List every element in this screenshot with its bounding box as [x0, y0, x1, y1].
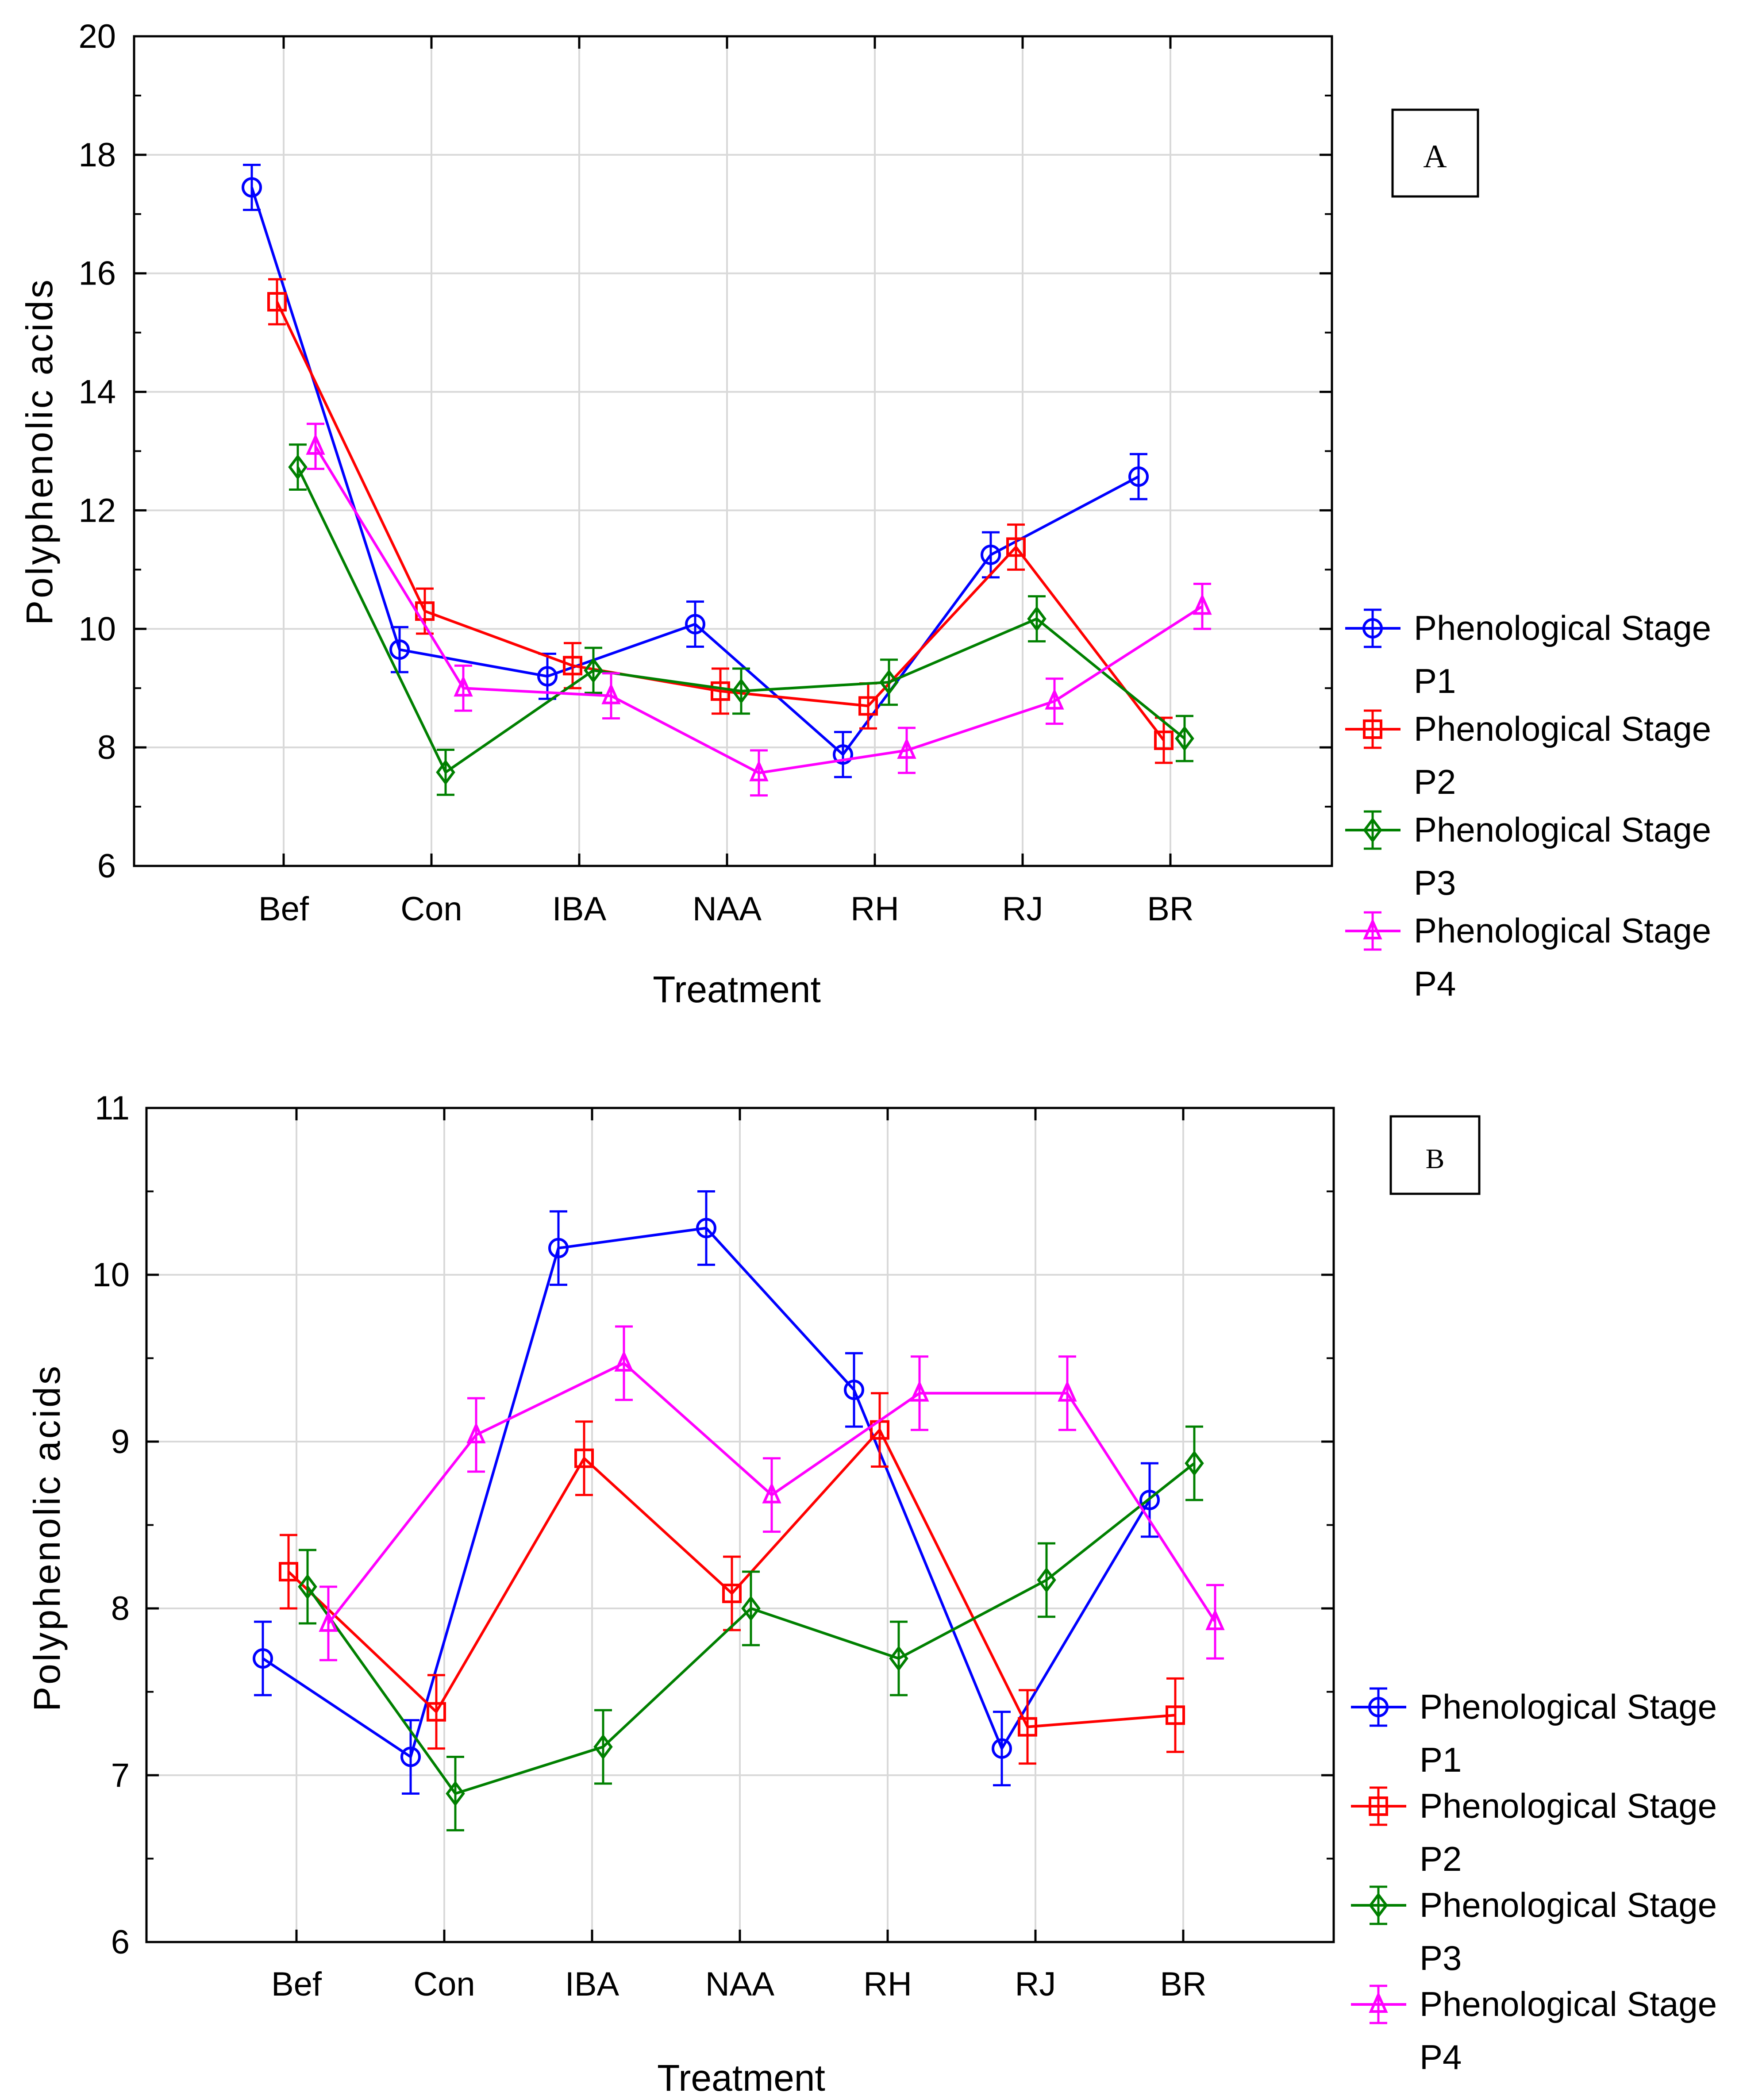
y-tick-label-8-a: 8	[97, 729, 116, 766]
y-axis-label-b: Polyphenolic acids	[26, 1364, 68, 1712]
series-group-b	[253, 1190, 1225, 1831]
legend-b: Phenological Stage P1 Phenological Stage P2…	[1351, 1687, 1717, 2077]
legend-label-p2-b: Phenological Stage	[1420, 1786, 1717, 1825]
x-tick-label-naa-b: NAA	[705, 1965, 775, 2003]
legend-sublabel-p1-a: P1	[1414, 662, 1456, 700]
x-tick-label-rh-b: RH	[863, 1965, 912, 2003]
x-tick-label-con-a: Con	[400, 890, 462, 928]
legend-sublabel-p3-b: P3	[1420, 1938, 1462, 1977]
x-tick-label-bef-a: Bef	[258, 890, 309, 928]
legend-a: Phenological Stage P1 Phenological Stage P2…	[1345, 608, 1711, 1003]
x-axis-label-b: Treatment	[657, 2057, 825, 2099]
series-p3-a	[288, 443, 1194, 796]
legend-sublabel-p1-b: P1	[1420, 1740, 1462, 1779]
gridlines-b	[146, 1108, 1334, 1942]
x-tick-label-rj-a: RJ	[1002, 890, 1043, 928]
x-tick-label-naa-a: NAA	[693, 890, 762, 928]
legend-label-p4-b: Phenological Stage	[1420, 1985, 1717, 2023]
legend-label-p4-a: Phenological Stage	[1414, 911, 1711, 950]
x-tick-label-br-b: BR	[1160, 1965, 1207, 2003]
series-p4-b	[319, 1325, 1225, 1662]
y-tick-label-6-a: 6	[97, 847, 116, 885]
panel-label-box-a: A	[1391, 108, 1479, 198]
legend-label-p3-b: Phenological Stage	[1420, 1885, 1717, 1924]
y-axis-label-a: Polyphenolic acids	[19, 277, 60, 625]
series-p4-a	[306, 423, 1212, 797]
chart-panel-b: Bef Con IBA NAA RH RJ BR 6 7 8 9 10 11 B Treatment P…	[26, 1089, 1717, 2099]
x-tick-label-rj-b: RJ	[1015, 1965, 1056, 2003]
legend-item-p4-b: Phenological Stage P4	[1351, 1985, 1717, 2077]
series-p2-a	[267, 278, 1174, 764]
y-tick-label-8-b: 8	[111, 1590, 130, 1627]
legend-item-p3-b: Phenological Stage P3	[1351, 1885, 1717, 1977]
y-tick-label-12-a: 12	[78, 492, 116, 529]
legend-sublabel-p2-b: P2	[1420, 1839, 1462, 1878]
x-tick-label-bef-b: Bef	[271, 1965, 322, 2003]
chart-panel-a: Bef Con IBA NAA RH RJ BR 6 8 10 12 14 16 18 20 A Treat…	[19, 18, 1711, 1010]
series-group-a	[242, 164, 1212, 797]
legend-item-p1-b: Phenological Stage P1	[1351, 1687, 1717, 1779]
x-tick-label-br-a: BR	[1147, 890, 1194, 928]
legend-label-p2-a: Phenological Stage	[1414, 709, 1711, 748]
series-p1-a	[242, 164, 1149, 778]
legend-item-p2-b: Phenological Stage P2	[1351, 1786, 1717, 1878]
x-tick-label-iba-a: IBA	[552, 890, 607, 928]
x-tick-label-con-b: Con	[413, 1965, 475, 2003]
plot-area-a	[133, 35, 1333, 867]
axis-ticks-b: Bef Con IBA NAA RH RJ BR 6 7 8 9 10 11	[92, 1089, 1334, 2003]
legend-item-p2-a: Phenological Stage P2	[1345, 709, 1711, 801]
axis-ticks-a: Bef Con IBA NAA RH RJ BR 6 8 10 12 14 16 18 20	[78, 18, 1332, 928]
legend-sublabel-p4-a: P4	[1414, 964, 1456, 1003]
series-p1-b	[253, 1190, 1160, 1795]
y-tick-label-16-a: 16	[78, 255, 116, 292]
legend-label-p3-a: Phenological Stage	[1414, 810, 1711, 849]
y-tick-label-10-b: 10	[92, 1256, 130, 1294]
y-tick-label-18-a: 18	[78, 136, 116, 174]
legend-item-p4-a: Phenological Stage P4	[1345, 911, 1711, 1003]
panel-label-b: B	[1426, 1143, 1445, 1174]
y-tick-label-9-b: 9	[111, 1423, 130, 1461]
y-tick-label-14-a: 14	[78, 373, 116, 411]
x-tick-label-iba-b: IBA	[565, 1965, 619, 2003]
y-tick-label-20-a: 20	[78, 18, 116, 55]
legend-sublabel-p2-a: P2	[1414, 762, 1456, 801]
legend-label-p1-a: Phenological Stage	[1414, 608, 1711, 647]
x-tick-label-rh-a: RH	[850, 890, 899, 928]
legend-label-p1-b: Phenological Stage	[1420, 1687, 1717, 1726]
legend-sublabel-p3-a: P3	[1414, 863, 1456, 902]
y-tick-label-6-b: 6	[111, 1923, 130, 1961]
panel-label-box-b: B	[1389, 1115, 1481, 1195]
y-tick-label-10-a: 10	[78, 610, 116, 648]
legend-item-p1-a: Phenological Stage P1	[1345, 608, 1711, 700]
gridlines-a	[134, 36, 1332, 866]
y-tick-label-11-b: 11	[95, 1089, 130, 1127]
legend-sublabel-p4-b: P4	[1420, 2038, 1462, 2077]
x-axis-label-a: Treatment	[653, 969, 821, 1010]
series-p3-b	[298, 1425, 1204, 1831]
legend-item-p3-a: Phenological Stage P3	[1345, 810, 1711, 902]
series-p2-b	[279, 1392, 1185, 1765]
panel-label-a: A	[1423, 138, 1447, 175]
y-tick-label-7-b: 7	[111, 1757, 130, 1794]
